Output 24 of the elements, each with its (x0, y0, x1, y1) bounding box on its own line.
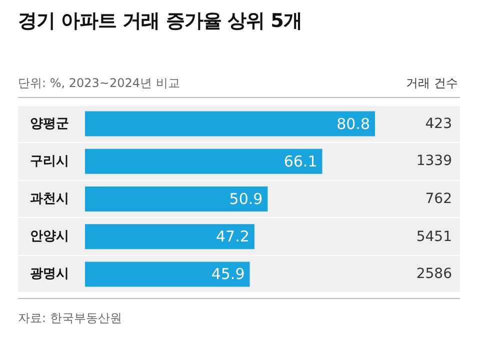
data-label: 47.2 (216, 228, 250, 246)
y-tick-label: 과천시 (30, 192, 69, 206)
data-label: 50.9 (229, 190, 263, 208)
bar (85, 148, 322, 174)
data-label: 66.1 (284, 152, 318, 170)
text: 2586 (416, 266, 452, 282)
chart-title: 경기 아파트 거래 증가율 상위 5개 (18, 9, 302, 34)
y-tick-label: 안양시 (30, 229, 69, 244)
bar (85, 224, 254, 250)
text: 자료: 한국부동산원 (18, 310, 122, 327)
text: 거래 건수 (406, 75, 458, 92)
y-tick-label: 양평군 (30, 116, 69, 132)
bar (85, 262, 250, 287)
data-label: 80.8 (336, 114, 370, 133)
text: 762 (425, 191, 452, 207)
text: 1339 (416, 153, 452, 170)
y-tick-label: 구리시 (30, 154, 69, 169)
text: 5451 (416, 228, 452, 245)
chart-subtitle: 단위: %, 2023~2024년 비교 (18, 75, 180, 92)
y-tick-label: 광명시 (30, 266, 69, 282)
bar (85, 186, 268, 212)
data-label: 45.9 (211, 265, 245, 284)
text: 423 (425, 116, 452, 132)
bar (85, 111, 375, 136)
